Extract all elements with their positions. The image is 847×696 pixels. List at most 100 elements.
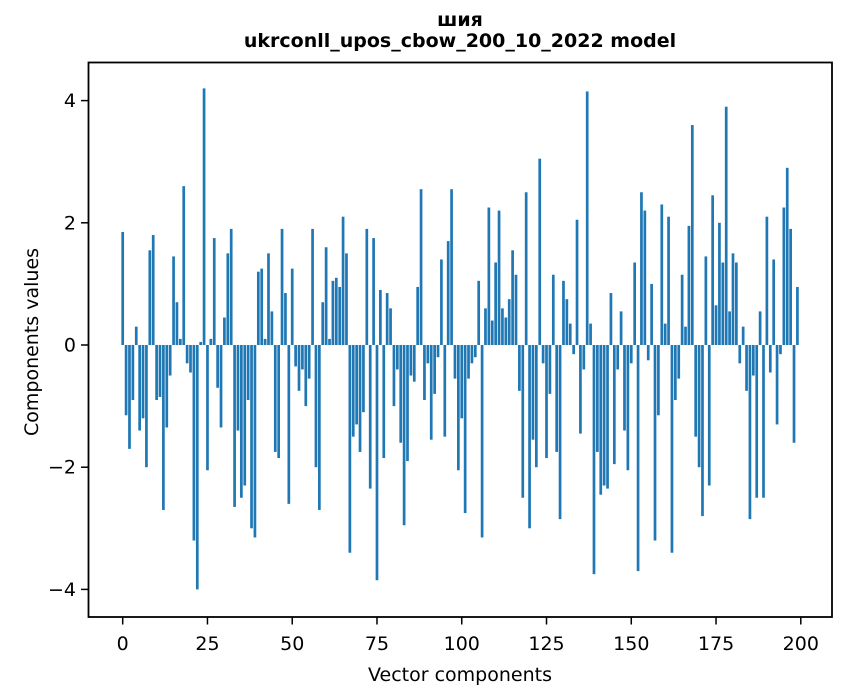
bar <box>155 345 158 400</box>
bar <box>385 293 389 345</box>
bar <box>701 345 704 517</box>
bar <box>592 345 596 575</box>
bar <box>694 345 698 437</box>
bar <box>334 277 338 345</box>
bar <box>629 345 633 364</box>
bar <box>650 283 653 345</box>
bar <box>751 345 755 376</box>
bar <box>589 323 592 345</box>
bar <box>636 345 640 572</box>
bar <box>243 345 247 486</box>
bar <box>263 338 267 345</box>
bar <box>389 308 392 345</box>
bar <box>138 345 141 431</box>
bar <box>433 345 436 394</box>
x-tick-label: 75 <box>365 633 389 655</box>
bar <box>168 345 172 376</box>
bar <box>477 280 481 346</box>
y-tick-label: −4 <box>48 579 76 601</box>
bar <box>406 345 409 462</box>
bar <box>728 311 731 345</box>
bar <box>294 345 297 367</box>
bar <box>324 247 328 345</box>
bar <box>318 345 321 510</box>
bar <box>212 238 216 345</box>
bar <box>687 225 691 345</box>
bar <box>233 345 236 507</box>
bar <box>182 186 186 345</box>
bar <box>311 228 314 345</box>
bar <box>162 345 165 510</box>
x-tick-label: 200 <box>783 633 819 655</box>
bar <box>368 345 372 489</box>
bar <box>375 345 379 581</box>
bar <box>487 207 491 345</box>
bar <box>551 274 555 346</box>
bar <box>748 345 752 520</box>
bar <box>185 345 189 364</box>
bar <box>745 345 748 391</box>
bar <box>697 345 701 468</box>
bar <box>473 345 477 358</box>
bar <box>321 302 325 345</box>
bar <box>457 345 460 471</box>
bar <box>158 345 162 397</box>
bar <box>429 345 433 440</box>
bar <box>128 345 131 449</box>
bar <box>199 341 203 345</box>
bar <box>660 204 664 345</box>
bar <box>209 338 213 345</box>
bar <box>314 345 318 468</box>
bar <box>260 268 264 346</box>
bar <box>528 345 531 529</box>
bar <box>690 125 694 345</box>
bar <box>711 195 714 345</box>
bar <box>341 216 345 345</box>
bar <box>419 189 423 345</box>
bar <box>253 345 257 538</box>
bar <box>653 345 657 541</box>
bar <box>362 345 365 413</box>
bar <box>507 299 511 346</box>
bars <box>121 88 799 590</box>
bar <box>124 345 128 416</box>
bar <box>714 305 718 345</box>
bar <box>707 345 711 486</box>
bar <box>721 262 725 345</box>
bar <box>555 345 559 452</box>
bar <box>724 106 728 346</box>
bar <box>345 253 348 345</box>
x-tick-label: 175 <box>698 633 734 655</box>
chart-title-model: ukrconll_upos_cbow_200_10_2022 model <box>244 30 676 52</box>
bar <box>229 228 233 345</box>
chart-title-word: шия <box>437 9 483 31</box>
bar <box>762 345 765 498</box>
y-tick-label: −2 <box>48 457 76 479</box>
bar <box>480 345 484 538</box>
bar <box>379 290 382 345</box>
bar <box>558 345 562 520</box>
bar <box>670 345 674 553</box>
bar <box>609 293 613 345</box>
bar <box>626 345 630 471</box>
bar <box>287 345 291 504</box>
bar <box>779 345 782 355</box>
x-axis-label: Vector components <box>368 664 552 686</box>
bar <box>616 345 620 370</box>
bar <box>792 345 796 443</box>
bar <box>596 345 599 452</box>
bar <box>423 345 426 400</box>
bar <box>460 345 464 419</box>
bar <box>192 345 196 541</box>
x-tick-label: 25 <box>195 633 219 655</box>
bar <box>684 326 687 345</box>
bar <box>494 262 497 345</box>
bar <box>148 250 152 345</box>
bar <box>575 219 579 345</box>
bar <box>582 345 586 370</box>
x-tick-label: 150 <box>613 633 649 655</box>
bar <box>202 88 206 345</box>
bar <box>775 345 779 425</box>
bar <box>623 345 626 431</box>
